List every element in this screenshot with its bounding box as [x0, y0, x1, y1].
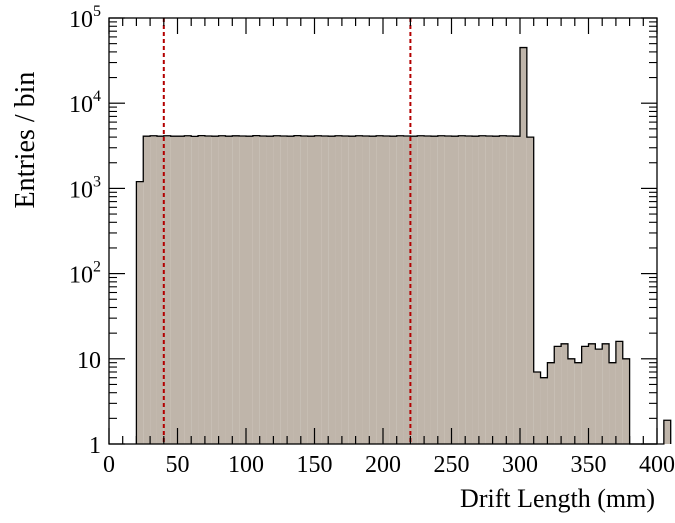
- histogram-bin: [403, 136, 411, 445]
- histogram-bin: [533, 371, 541, 444]
- histogram-bin: [341, 136, 349, 445]
- y-tick-label: 1: [89, 433, 101, 459]
- histogram-layer: [135, 46, 672, 445]
- histogram-bin: [184, 135, 192, 444]
- histogram-bin: [458, 135, 466, 444]
- histogram-bin: [417, 135, 425, 444]
- histogram-outline: [135, 46, 672, 445]
- histogram-bin: [499, 135, 507, 444]
- histogram-bin: [478, 135, 486, 444]
- histogram-bin: [177, 136, 185, 445]
- histogram-bin: [156, 136, 164, 445]
- y-tick-label: 102: [69, 259, 101, 289]
- y-axis-label: Entries / bin: [10, 72, 41, 209]
- histogram-bin: [396, 135, 404, 444]
- histogram-bin: [430, 136, 438, 445]
- x-tick-label: 50: [166, 452, 190, 478]
- histogram-bin: [506, 136, 514, 445]
- x-tick-label: 350: [571, 452, 607, 478]
- histogram-bin: [574, 362, 582, 444]
- y-tick-label: 105: [69, 3, 101, 33]
- histogram-bin: [259, 136, 267, 445]
- histogram-bin: [369, 136, 377, 445]
- histogram-bin: [218, 135, 226, 444]
- histogram-bin: [451, 136, 459, 445]
- histogram-bin: [615, 341, 623, 444]
- histogram-bin: [150, 135, 157, 444]
- histogram-bin: [520, 47, 527, 444]
- histogram-bin: [328, 136, 336, 445]
- histogram-bin: [561, 343, 568, 444]
- histogram-bin: [307, 136, 315, 445]
- histogram-bin: [526, 137, 534, 444]
- x-tick-label: 200: [365, 452, 401, 478]
- histogram-bin: [266, 136, 274, 445]
- histogram-bin: [362, 136, 370, 445]
- reference-lines-layer: [162, 18, 412, 444]
- x-tick-label: 400: [639, 452, 675, 478]
- histogram-bin: [554, 346, 562, 444]
- x-tick-label: 250: [434, 452, 470, 478]
- histogram-bin: [300, 136, 308, 445]
- histogram-bin: [547, 362, 555, 444]
- histogram-bin: [663, 420, 671, 444]
- histogram-bin: [136, 181, 144, 445]
- histogram-bin: [348, 136, 356, 445]
- histogram-bin: [287, 136, 294, 445]
- histogram-bin: [485, 136, 493, 445]
- x-tick-label: 0: [103, 452, 115, 478]
- histogram-bin: [540, 377, 548, 444]
- histogram-bin: [335, 135, 342, 444]
- histogram-bin: [293, 135, 301, 444]
- axes-layer: 0 50 100 150 200 250 300 350 400 1 10 102 103 104 105: [69, 3, 675, 478]
- x-tick-label: 300: [502, 452, 538, 478]
- histogram-bin: [437, 135, 445, 444]
- histogram-bin: [465, 136, 473, 445]
- histogram-bin: [595, 349, 603, 444]
- x-tick-label: 100: [228, 452, 264, 478]
- y-tick-label: 103: [69, 173, 101, 203]
- histogram-bin: [198, 135, 205, 444]
- histogram-bin: [383, 136, 390, 445]
- histogram-bin: [355, 135, 363, 444]
- histogram-bin: [567, 358, 575, 444]
- y-tick-label: 10: [77, 348, 101, 374]
- histogram-bin: [239, 136, 246, 445]
- histogram-bin: [191, 136, 199, 444]
- x-tick-label: 150: [297, 452, 333, 478]
- histogram-bin: [321, 136, 329, 445]
- histogram-bin: [581, 346, 589, 444]
- histogram-bin: [211, 136, 219, 445]
- histogram-bin: [163, 135, 171, 444]
- histogram-bin: [314, 135, 322, 444]
- histogram-bin: [602, 343, 610, 444]
- histogram-bin: [444, 136, 452, 445]
- histogram-bin: [410, 136, 418, 445]
- histogram-bin: [609, 362, 616, 444]
- histogram-bin: [170, 136, 178, 445]
- histogram-bin: [389, 136, 397, 445]
- histogram-bin: [252, 135, 260, 444]
- histogram-bin: [232, 135, 240, 444]
- histogram-bin: [472, 136, 479, 445]
- histogram-bin: [492, 136, 500, 445]
- histogram-bin: [424, 136, 431, 445]
- histogram-bin: [204, 136, 212, 445]
- histogram-bin: [376, 135, 383, 444]
- x-axis-label: Drift Length (mm): [460, 484, 655, 513]
- histogram-bin: [588, 343, 596, 444]
- histogram-bin: [280, 136, 288, 445]
- histogram-bin: [246, 136, 253, 445]
- histogram-bin: [225, 136, 233, 445]
- histogram-bin: [622, 358, 630, 444]
- histogram-bin: [143, 136, 151, 445]
- histogram-bin: [513, 136, 520, 445]
- histogram-bin: [273, 135, 281, 444]
- y-tick-label: 104: [69, 88, 101, 118]
